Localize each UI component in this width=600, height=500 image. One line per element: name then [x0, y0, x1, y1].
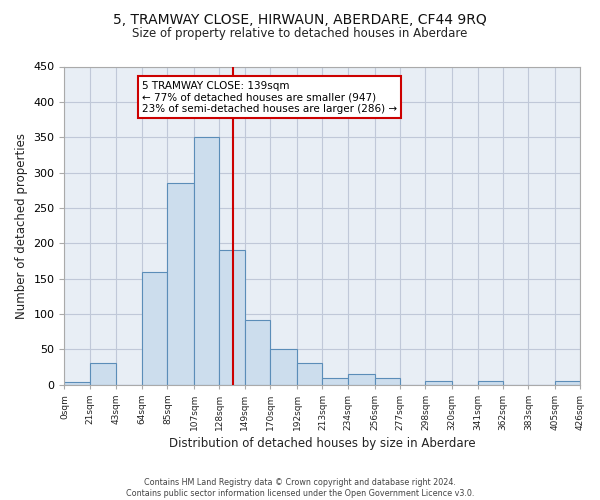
X-axis label: Distribution of detached houses by size in Aberdare: Distribution of detached houses by size …: [169, 437, 476, 450]
Bar: [374, 378, 400, 384]
Bar: [425, 381, 452, 384]
Bar: [64, 382, 90, 384]
Bar: [220, 250, 245, 384]
Bar: [555, 381, 580, 384]
Y-axis label: Number of detached properties: Number of detached properties: [15, 132, 28, 318]
Bar: [245, 320, 271, 384]
Bar: [322, 378, 348, 384]
Bar: [271, 350, 297, 384]
Text: 5 TRAMWAY CLOSE: 139sqm
← 77% of detached houses are smaller (947)
23% of semi-d: 5 TRAMWAY CLOSE: 139sqm ← 77% of detache…: [142, 80, 397, 114]
Text: 5, TRAMWAY CLOSE, HIRWAUN, ABERDARE, CF44 9RQ: 5, TRAMWAY CLOSE, HIRWAUN, ABERDARE, CF4…: [113, 12, 487, 26]
Bar: [478, 381, 503, 384]
Bar: [167, 183, 194, 384]
Bar: [194, 137, 220, 384]
Bar: [142, 272, 167, 384]
Bar: [297, 364, 322, 384]
Bar: [90, 364, 116, 384]
Text: Size of property relative to detached houses in Aberdare: Size of property relative to detached ho…: [133, 28, 467, 40]
Text: Contains HM Land Registry data © Crown copyright and database right 2024.
Contai: Contains HM Land Registry data © Crown c…: [126, 478, 474, 498]
Bar: [348, 374, 374, 384]
